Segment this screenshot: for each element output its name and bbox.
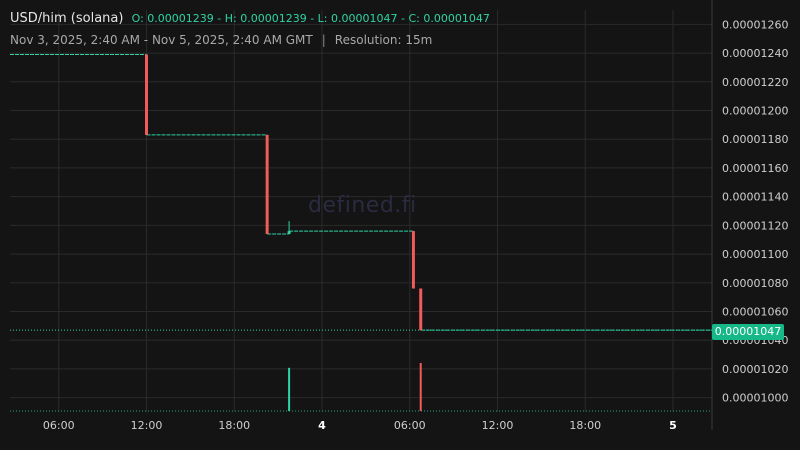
date-range: Nov 3, 2025, 2:40 AM - Nov 5, 2025, 2:40… bbox=[10, 33, 313, 47]
pair-title: USD/him (solana) bbox=[10, 11, 124, 26]
separator: | bbox=[321, 33, 326, 47]
candle-body bbox=[265, 134, 269, 234]
volume-bar bbox=[288, 367, 291, 411]
candle-body bbox=[287, 231, 291, 234]
y-tick-label: 0.00001060 bbox=[722, 306, 788, 319]
x-tick-label: 06:00 bbox=[394, 419, 426, 432]
y-tick-label: 0.00001240 bbox=[722, 47, 788, 60]
x-tick-label: 5 bbox=[669, 419, 677, 432]
y-tick-label: 0.00001200 bbox=[722, 105, 788, 118]
close-value: C: 0.00001047 bbox=[408, 12, 490, 25]
y-tick-label: 0.00001220 bbox=[722, 76, 788, 89]
ohlc-readout: O: 0.00001239 - H: 0.00001239 - L: 0.000… bbox=[131, 12, 490, 25]
x-tick-label: 18:00 bbox=[218, 419, 250, 432]
x-tick-label: 4 bbox=[318, 419, 326, 432]
watermark: defined.fi bbox=[308, 193, 417, 218]
y-tick-label: 0.00001260 bbox=[722, 18, 788, 31]
open-value: O: 0.00001239 bbox=[131, 12, 214, 25]
resolution-label: Resolution: 15m bbox=[334, 33, 433, 47]
x-tick-label: 12:00 bbox=[482, 419, 514, 432]
y-tick-label: 0.00001100 bbox=[722, 248, 788, 261]
y-tick-label: 0.00001080 bbox=[722, 277, 788, 290]
y-tick-label: 0.00001120 bbox=[722, 219, 788, 232]
candle-body bbox=[419, 288, 423, 331]
chart-header: USD/him (solana) O: 0.00001239 - H: 0.00… bbox=[10, 11, 490, 26]
low-value: L: 0.00001047 bbox=[317, 12, 398, 25]
current-price-badge: 0.00001047 bbox=[712, 324, 784, 340]
candle-body bbox=[145, 54, 148, 135]
high-value: H: 0.00001239 bbox=[224, 12, 307, 25]
candle-body bbox=[411, 231, 415, 289]
range-info: Nov 3, 2025, 2:40 AM - Nov 5, 2025, 2:40… bbox=[10, 33, 432, 47]
volume-bar bbox=[419, 363, 422, 411]
y-tick-label: 0.00001000 bbox=[722, 392, 788, 405]
x-tick-label: 18:00 bbox=[569, 419, 601, 432]
x-tick-label: 12:00 bbox=[131, 419, 163, 432]
y-tick-label: 0.00001180 bbox=[722, 133, 788, 146]
y-tick-label: 0.00001020 bbox=[722, 363, 788, 376]
x-tick-label: 06:00 bbox=[43, 419, 75, 432]
y-tick-label: 0.00001160 bbox=[722, 162, 788, 175]
y-tick-label: 0.00001140 bbox=[722, 191, 788, 204]
